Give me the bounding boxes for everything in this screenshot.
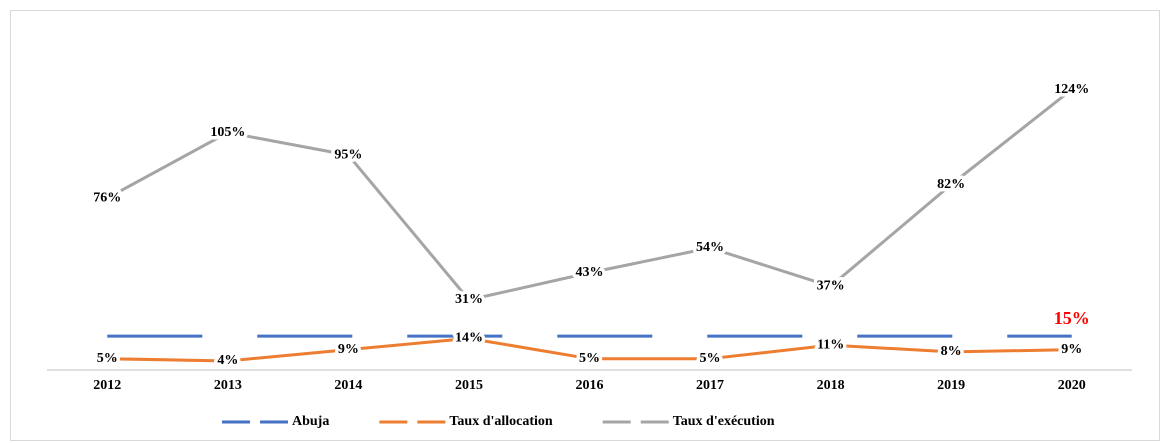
data-label: 9% bbox=[338, 342, 359, 357]
data-label: 5% bbox=[579, 351, 600, 366]
data-label: 43% bbox=[576, 265, 604, 280]
series-line bbox=[107, 336, 1072, 363]
x-tick-label: 2017 bbox=[696, 378, 724, 393]
data-label: 124% bbox=[1054, 82, 1089, 97]
x-tick-label: 2018 bbox=[817, 378, 845, 393]
x-tick-label: 2020 bbox=[1058, 378, 1086, 393]
data-label: 105% bbox=[210, 125, 245, 140]
data-label: 4% bbox=[217, 353, 238, 368]
x-tick-label: 2016 bbox=[576, 378, 604, 393]
x-tick-label: 2013 bbox=[214, 378, 242, 393]
data-label: 5% bbox=[97, 351, 118, 366]
x-tick-label: 2012 bbox=[93, 378, 121, 393]
data-label: 82% bbox=[937, 177, 965, 192]
data-label: 11% bbox=[817, 337, 844, 352]
legend-label: Abuja bbox=[292, 414, 329, 429]
legend-label: Taux d'exécution bbox=[673, 414, 775, 429]
data-label: 76% bbox=[93, 190, 121, 205]
data-label: 9% bbox=[1061, 342, 1082, 357]
data-label: 15% bbox=[1054, 308, 1090, 328]
series-line bbox=[106, 88, 1073, 302]
data-label: 37% bbox=[817, 279, 845, 294]
legend-label: Taux d'allocation bbox=[449, 414, 553, 429]
data-label: 14% bbox=[455, 331, 483, 346]
data-label: 5% bbox=[700, 351, 721, 366]
x-tick-label: 2014 bbox=[334, 378, 362, 393]
x-tick-label: 2015 bbox=[455, 378, 483, 393]
data-label: 31% bbox=[455, 292, 483, 307]
data-label: 54% bbox=[696, 240, 724, 255]
chart-frame bbox=[10, 10, 1160, 441]
x-tick-label: 2019 bbox=[937, 378, 965, 393]
data-label: 8% bbox=[941, 344, 962, 359]
data-label: 95% bbox=[334, 147, 362, 162]
